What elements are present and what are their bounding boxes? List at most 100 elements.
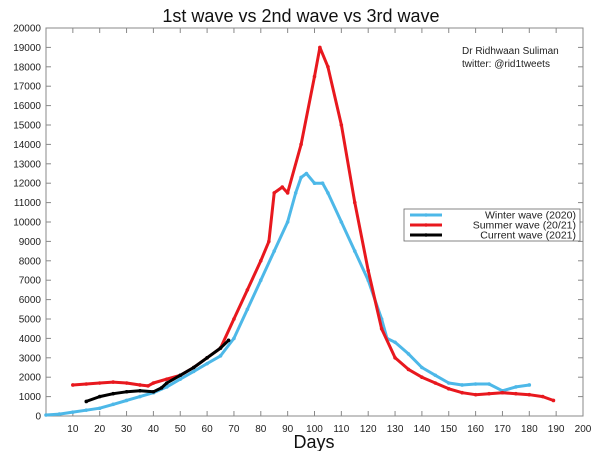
credit-annotation: Dr Ridhwaan Suliman twitter: @rid1tweets (462, 46, 559, 70)
data-point (71, 410, 75, 414)
data-point (460, 390, 464, 395)
y-axis: 0 1000 2000 3000 4000 5000 6000 7000 8000 9000 100… (13, 24, 583, 423)
data-point (245, 288, 250, 292)
data-point (57, 412, 62, 416)
data-point (473, 392, 478, 397)
data-point (267, 239, 271, 244)
x-tick-label: 150 (440, 424, 457, 435)
x-tick-label: 190 (548, 424, 565, 435)
data-point (366, 268, 371, 273)
data-point (293, 191, 298, 195)
y-tick-label: 5000 (19, 315, 42, 326)
y-tick-label: 4000 (19, 334, 42, 345)
x-tick-label: 170 (494, 424, 511, 435)
data-point (514, 385, 518, 389)
y-tick-label: 0 (35, 412, 41, 423)
y-tick-label: 19000 (13, 43, 41, 54)
data-point (272, 191, 277, 195)
data-point (393, 340, 397, 345)
data-point (433, 381, 438, 385)
legend-item: Summer wave (20/21) (410, 220, 576, 232)
y-tick-label: 20000 (13, 24, 41, 35)
data-point (124, 389, 129, 394)
y-tick-label: 18000 (13, 62, 41, 73)
data-point (312, 181, 317, 185)
data-point (111, 391, 115, 396)
data-point (97, 406, 102, 411)
credit-author: Dr Ridhwaan Suliman (462, 46, 559, 57)
y-tick-label: 11000 (14, 198, 42, 209)
data-point (165, 385, 169, 389)
y-tick-label: 9000 (19, 237, 42, 248)
data-point (218, 346, 223, 350)
data-point (84, 408, 89, 412)
data-point (285, 191, 290, 195)
x-tick-label: 200 (575, 424, 592, 435)
data-point (71, 383, 75, 387)
series-summer-wave-20-21 (71, 45, 556, 403)
y-tick-label: 12000 (13, 179, 41, 190)
data-point (272, 249, 277, 253)
data-point (406, 352, 411, 356)
legend-label: Winter wave (2020) (485, 210, 576, 222)
data-point (124, 381, 129, 385)
data-point (151, 381, 156, 385)
data-point (205, 356, 209, 360)
x-tick-label: 130 (387, 424, 404, 435)
series-current-wave-2021 (84, 338, 231, 404)
data-point (84, 382, 89, 386)
y-tick-label: 13000 (13, 159, 41, 170)
y-tick-label: 1000 (19, 392, 42, 403)
y-tick-label: 2000 (19, 373, 42, 384)
data-point (84, 399, 89, 404)
y-tick-label: 14000 (13, 140, 41, 151)
data-point (285, 220, 290, 224)
data-point (159, 386, 164, 390)
data-point (500, 390, 505, 395)
data-point (339, 220, 344, 224)
x-axis-label: Days (293, 432, 334, 451)
data-point (514, 391, 518, 396)
data-point (299, 142, 303, 147)
data-point (178, 377, 183, 381)
x-tick-label: 180 (521, 424, 538, 435)
data-point (111, 402, 115, 407)
data-point (406, 367, 411, 372)
x-tick-label: 160 (467, 424, 484, 435)
data-point (433, 373, 438, 378)
data-point (304, 171, 309, 176)
legend-item: Winter wave (2020) (410, 210, 576, 222)
data-point (460, 383, 464, 387)
data-point (205, 361, 209, 366)
x-tick-label: 30 (121, 424, 133, 435)
data-point (245, 307, 250, 312)
data-point (165, 381, 169, 385)
y-tick-label: 10000 (13, 218, 41, 229)
y-tick-label: 7000 (19, 276, 42, 287)
x-tick-label: 50 (175, 424, 187, 435)
x-tick-label: 140 (414, 424, 431, 435)
data-point (299, 175, 303, 180)
data-point (320, 181, 325, 185)
legend-label: Summer wave (20/21) (473, 220, 576, 232)
data-point (527, 383, 532, 387)
y-tick-label: 17000 (13, 82, 41, 93)
x-tick-label: 70 (228, 424, 240, 435)
y-tick-label: 8000 (19, 256, 42, 267)
data-point (540, 394, 545, 399)
data-point (191, 365, 196, 370)
x-tick-label: 20 (94, 424, 106, 435)
data-point (326, 65, 330, 69)
x-tick-label: 10 (67, 424, 79, 435)
data-point (379, 326, 384, 331)
legend-label: Current wave (2021) (480, 230, 576, 242)
data-point (146, 384, 150, 388)
data-point (280, 185, 285, 189)
x-tick-label: 60 (202, 424, 214, 435)
data-point (312, 74, 317, 79)
data-point (473, 382, 478, 386)
data-point (352, 249, 357, 253)
data-point (151, 389, 156, 394)
x-tick-label: 110 (333, 424, 349, 435)
